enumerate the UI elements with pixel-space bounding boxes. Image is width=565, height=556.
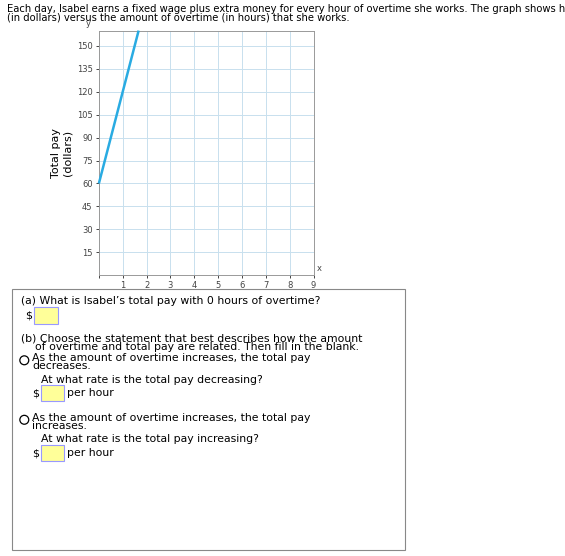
Text: At what rate is the total pay decreasing?: At what rate is the total pay decreasing… [41,375,262,385]
Text: of overtime and total pay are related. Then fill in the blank.: of overtime and total pay are related. T… [21,342,359,352]
Text: As the amount of overtime increases, the total pay: As the amount of overtime increases, the… [32,413,311,423]
Text: decreases.: decreases. [32,361,91,371]
Text: Each day, Isabel earns a fixed wage plus extra money for every hour of overtime : Each day, Isabel earns a fixed wage plus… [7,4,565,14]
Text: per hour: per hour [67,448,114,458]
Text: increases.: increases. [32,421,87,431]
Text: (b) Choose the statement that best describes how the amount: (b) Choose the statement that best descr… [21,334,363,344]
Text: $: $ [32,448,39,458]
Text: At what rate is the total pay increasing?: At what rate is the total pay increasing… [41,434,259,444]
Text: y: y [86,18,90,27]
Y-axis label: Total pay
(dollars): Total pay (dollars) [51,128,72,178]
X-axis label: Overtime (hours): Overtime (hours) [158,295,254,305]
Text: x: x [317,264,322,273]
Text: $: $ [25,310,32,320]
Text: (in dollars) versus the amount of overtime (in hours) that she works.: (in dollars) versus the amount of overti… [7,12,349,22]
Text: $: $ [32,388,39,398]
Text: per hour: per hour [67,388,114,398]
Text: As the amount of overtime increases, the total pay: As the amount of overtime increases, the… [32,353,311,363]
Text: (a) What is Isabel’s total pay with 0 hours of overtime?: (a) What is Isabel’s total pay with 0 ho… [21,296,321,306]
